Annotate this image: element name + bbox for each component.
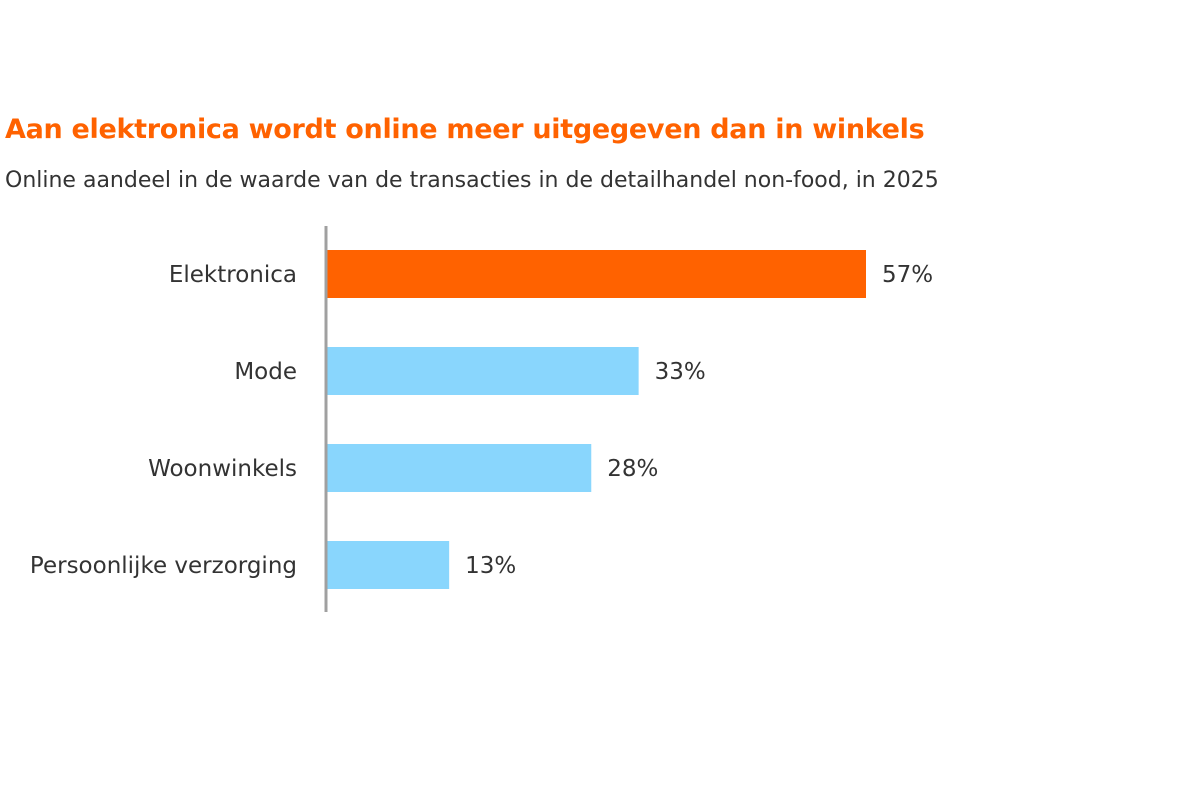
bar-3 [326, 541, 450, 589]
value-label: 13% [465, 553, 516, 579]
bar-0 [326, 250, 866, 298]
value-label: 57% [882, 262, 933, 288]
category-label: Persoonlijke verzorging [30, 553, 297, 579]
chart-title: Aan elektronica wordt online meer uitgeg… [5, 114, 925, 145]
bar-1 [326, 347, 639, 395]
category-label: Mode [234, 359, 297, 385]
bar-2 [326, 444, 592, 492]
value-label: 28% [607, 456, 658, 482]
value-label: 33% [655, 359, 706, 385]
category-label: Elektronica [169, 262, 297, 288]
category-label: Woonwinkels [148, 456, 297, 482]
chart-subtitle: Online aandeel in de waarde van de trans… [5, 168, 939, 193]
